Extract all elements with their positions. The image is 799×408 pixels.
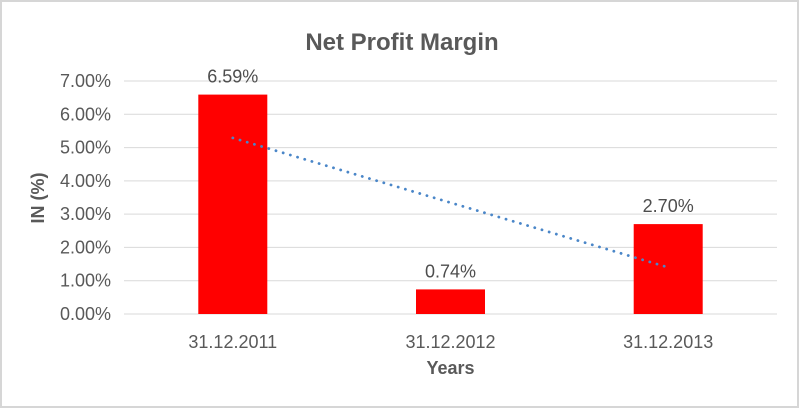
y-axis-title: IN (%) <box>28 173 48 224</box>
bar-31.12.2013 <box>633 224 703 314</box>
data-label: 2.70% <box>643 196 694 216</box>
x-tick-label: 31.12.2011 <box>188 332 277 352</box>
y-tick-label: 2.00% <box>60 237 111 257</box>
chart-title: Net Profit Margin <box>305 29 498 56</box>
x-axis-title: Years <box>426 358 474 378</box>
bar-31.12.2012 <box>416 289 485 314</box>
data-label: 6.59% <box>207 67 258 87</box>
bar-31.12.2011 <box>198 94 268 314</box>
x-tick-label: 31.12.2013 <box>623 332 713 352</box>
y-tick-label: 4.00% <box>60 171 111 191</box>
y-tick-label: 0.00% <box>60 304 111 324</box>
y-tick-label: 7.00% <box>60 71 111 91</box>
trendline <box>231 136 670 269</box>
y-tick-label: 1.00% <box>60 271 111 291</box>
y-tick-label: 3.00% <box>60 204 111 224</box>
x-tick-label: 31.12.2012 <box>405 332 495 352</box>
data-label: 0.74% <box>425 261 476 281</box>
y-tick-label: 6.00% <box>60 104 111 124</box>
y-tick-label: 5.00% <box>60 138 111 158</box>
